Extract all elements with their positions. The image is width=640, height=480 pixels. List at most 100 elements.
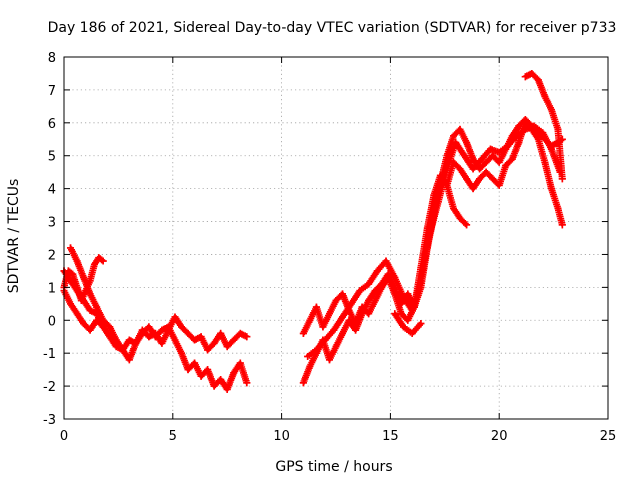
data-point (171, 336, 179, 344)
data-point (330, 326, 338, 334)
data-point (408, 329, 416, 337)
y-tick-label: 3 (48, 216, 56, 231)
data-point (513, 132, 521, 140)
y-tick-label: 2 (48, 248, 56, 263)
y-tick-label: 5 (48, 150, 56, 165)
data-point (534, 76, 542, 84)
data-point (223, 385, 231, 393)
data-point (365, 297, 373, 305)
data-point (90, 260, 98, 268)
data-point (319, 323, 327, 331)
data-point (434, 198, 442, 206)
data-point (541, 92, 549, 100)
axis-ticks: 0 5 10 15 20 25 -3 -2 -1 0 1 2 3 4 5 6 7 8 (43, 51, 616, 444)
y-tick-label: -2 (43, 380, 56, 395)
data-point (547, 185, 555, 193)
y-tick-label: -3 (43, 413, 56, 428)
data-point (210, 382, 218, 390)
data-point (356, 287, 364, 295)
data-point (469, 185, 477, 193)
x-axis-label: GPS time / hours (275, 459, 392, 475)
data-point (73, 257, 81, 265)
data-point (86, 326, 94, 334)
data-point (547, 106, 555, 114)
data-points (60, 69, 566, 393)
series-late-d (521, 69, 566, 183)
data-point (486, 145, 494, 153)
data-point (541, 158, 549, 166)
series-late-b (299, 116, 566, 337)
data-point (382, 257, 390, 265)
data-point (397, 310, 405, 318)
y-tick-label: 1 (48, 281, 56, 296)
data-point (325, 356, 333, 364)
data-point (64, 267, 72, 275)
data-point (230, 369, 238, 377)
data-point (73, 310, 81, 318)
series-late-c (304, 122, 564, 360)
data-point (417, 277, 425, 285)
data-point (463, 221, 471, 229)
data-point (304, 352, 312, 360)
data-point (312, 303, 320, 311)
data-point (204, 346, 212, 354)
data-point (476, 165, 484, 173)
data-point (106, 323, 114, 331)
data-point (178, 349, 186, 357)
data-point (534, 135, 542, 143)
data-point (443, 165, 451, 173)
data-point (352, 320, 360, 328)
data-point (217, 376, 225, 384)
data-point (67, 244, 75, 252)
data-point (95, 254, 103, 262)
data-point (197, 333, 205, 341)
data-point (399, 323, 407, 331)
data-point (138, 329, 146, 337)
data-point (73, 283, 81, 291)
y-tick-label: 0 (48, 314, 56, 329)
data-point (378, 283, 386, 291)
data-point (99, 323, 107, 331)
data-point (158, 339, 166, 347)
data-point (210, 339, 218, 347)
data-point (299, 379, 307, 387)
y-tick-label: 4 (48, 183, 56, 198)
data-point (145, 323, 153, 331)
data-point (450, 132, 458, 140)
y-axis-label: SDTVAR / TECUs (6, 179, 22, 294)
data-point (456, 214, 464, 222)
series-late-e (443, 181, 471, 229)
data-point (93, 316, 101, 324)
chart-title: Day 186 of 2021, Sidereal Day-to-day VTE… (48, 20, 617, 36)
data-point (554, 125, 562, 133)
data-point (86, 306, 94, 314)
data-point (495, 148, 503, 156)
data-point (197, 372, 205, 380)
data-point (365, 280, 373, 288)
data-point (430, 191, 438, 199)
data-point (339, 290, 347, 298)
data-point (178, 323, 186, 331)
data-point (93, 303, 101, 311)
data-point (384, 273, 392, 281)
data-point (469, 165, 477, 173)
data-point (478, 155, 486, 163)
x-tick-label: 5 (169, 429, 177, 444)
data-point (67, 300, 75, 308)
data-point (132, 339, 140, 347)
data-point (515, 139, 523, 147)
x-tick-label: 20 (491, 429, 508, 444)
data-point (339, 313, 347, 321)
data-point (243, 333, 251, 341)
data-point (184, 366, 192, 374)
data-point (489, 175, 497, 183)
data-point (463, 175, 471, 183)
data-point (347, 300, 355, 308)
data-point (508, 155, 516, 163)
y-tick-label: 6 (48, 117, 56, 132)
data-point (86, 290, 94, 298)
data-point (391, 290, 399, 298)
data-point (243, 379, 251, 387)
data-point (321, 336, 329, 344)
